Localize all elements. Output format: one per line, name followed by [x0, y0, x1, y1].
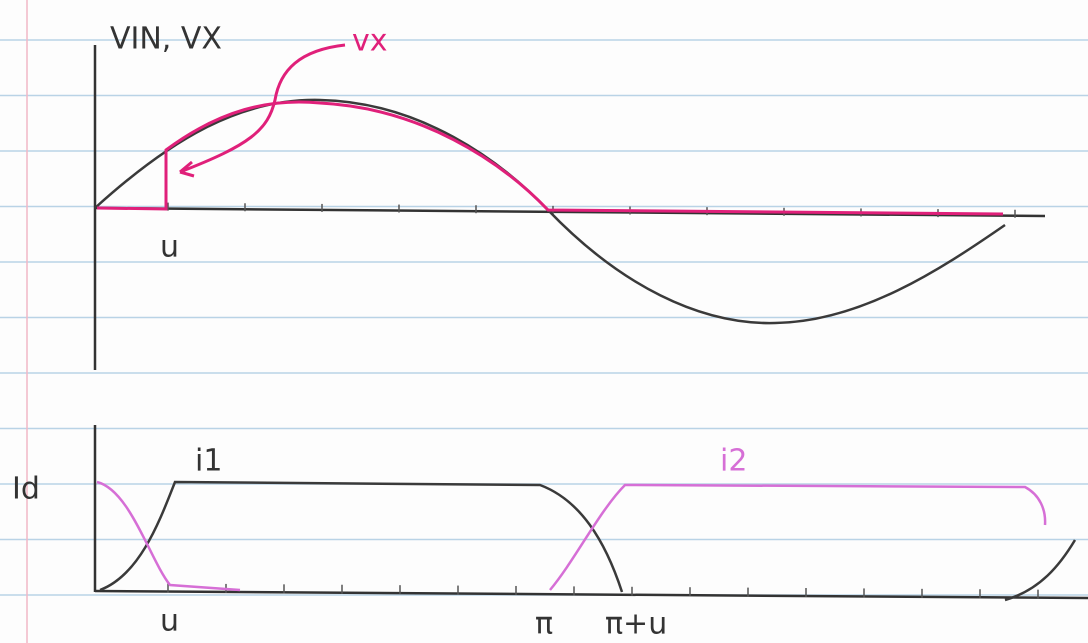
curve-label: i2 [720, 444, 747, 479]
annotation: vx [352, 24, 388, 59]
curve-label: i1 [195, 444, 222, 479]
x-label: π [535, 607, 553, 642]
y-label: Id [12, 472, 40, 507]
paper [0, 0, 1088, 643]
x-label: u [160, 604, 179, 639]
sketch: VIN, VX vx u Id i1 i2 u π π+u [0, 0, 1088, 643]
x-label: π+u [605, 607, 667, 642]
y-label: VIN, VX [110, 22, 222, 57]
x-label: u [160, 230, 179, 265]
